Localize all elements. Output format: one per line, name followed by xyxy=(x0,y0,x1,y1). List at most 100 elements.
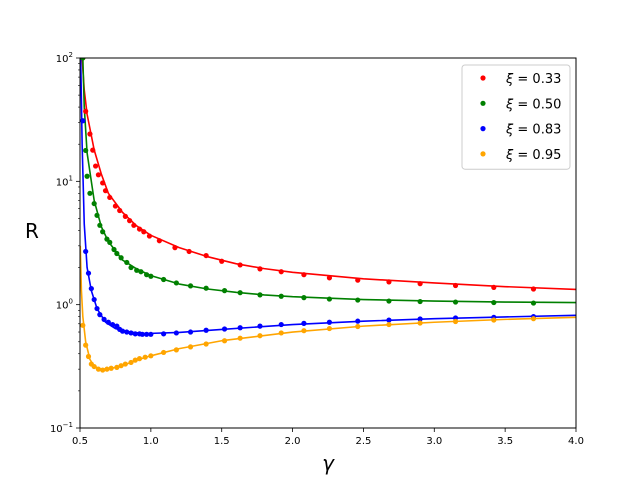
data-point xyxy=(326,325,333,332)
data-point xyxy=(108,365,114,371)
data-point xyxy=(122,213,128,219)
data-point xyxy=(278,269,284,275)
fit-curve xyxy=(81,58,576,291)
data-point xyxy=(101,316,107,322)
data-point xyxy=(127,218,133,224)
legend-symbol: ξ xyxy=(505,72,514,87)
data-point xyxy=(161,349,167,356)
data-point xyxy=(186,248,192,255)
data-point xyxy=(173,330,179,336)
data-point xyxy=(386,279,392,285)
y-tick-exponent: 2 xyxy=(69,51,73,59)
data-point xyxy=(118,363,124,369)
plot-area xyxy=(79,57,577,429)
y-tick-base: 10 xyxy=(56,54,69,65)
data-point xyxy=(301,328,307,334)
data-point xyxy=(92,163,99,169)
data-point xyxy=(148,273,154,279)
data-point xyxy=(114,250,120,257)
data-point xyxy=(94,305,100,312)
legend-value: 0.95 xyxy=(532,148,561,163)
data-point xyxy=(301,320,307,326)
data-point xyxy=(138,269,144,275)
data-point xyxy=(80,322,86,328)
data-point xyxy=(102,188,109,194)
data-point xyxy=(386,321,392,328)
legend-box xyxy=(461,64,571,170)
data-point xyxy=(172,245,178,251)
x-tick-label: 2.5 xyxy=(355,436,371,447)
data-point xyxy=(128,359,134,366)
legend-marker xyxy=(480,126,486,132)
data-point xyxy=(100,367,106,373)
y-tick-exponent: 1 xyxy=(69,174,73,182)
data-point xyxy=(221,326,228,332)
data-point xyxy=(107,239,113,245)
x-axis: 0.5 1.0 1.5 2.0 2.5 3.0 3.5 4.0 xyxy=(72,428,584,447)
data-point xyxy=(161,331,167,337)
y-tick-exponent: −1 xyxy=(63,421,73,429)
data-point xyxy=(87,190,93,196)
data-point xyxy=(326,319,333,325)
data-point xyxy=(95,366,102,372)
data-point xyxy=(203,285,209,291)
data-point xyxy=(122,361,128,367)
data-point xyxy=(221,288,228,294)
legend-marker xyxy=(480,100,486,106)
data-point xyxy=(417,316,423,322)
x-tick-label: 3.5 xyxy=(497,436,513,447)
data-point xyxy=(88,285,94,292)
data-point xyxy=(111,246,117,253)
data-point xyxy=(91,296,97,303)
data-point xyxy=(124,329,130,335)
data-point xyxy=(114,364,120,370)
data-point xyxy=(83,342,89,348)
data-point xyxy=(97,312,103,318)
data-point xyxy=(118,255,124,261)
data-point xyxy=(95,172,102,178)
data-point xyxy=(257,323,263,329)
data-point xyxy=(80,58,86,61)
data-point xyxy=(144,272,150,278)
data-point xyxy=(85,270,92,276)
y-tick-label: 102 xyxy=(56,51,73,65)
data-point xyxy=(187,329,194,335)
data-point xyxy=(100,180,106,186)
data-point xyxy=(131,222,137,228)
legend-entry: ξ = 0.50 xyxy=(505,97,561,112)
data-point xyxy=(237,335,243,341)
data-point xyxy=(132,357,138,363)
legend-equals: = xyxy=(513,72,532,87)
data-point xyxy=(530,300,537,306)
y-tick-base: 10 xyxy=(56,177,69,188)
legend-symbol: ξ xyxy=(505,148,514,163)
y-tick-label: 101 xyxy=(56,174,73,188)
y-tick-base: 10 xyxy=(56,301,69,312)
data-point xyxy=(91,200,97,207)
data-point xyxy=(326,296,333,302)
data-point xyxy=(119,328,126,334)
y-axis-label: R xyxy=(25,219,39,243)
data-point xyxy=(104,366,110,372)
data-point xyxy=(530,286,537,292)
data-point xyxy=(134,267,140,273)
data-point xyxy=(90,147,96,153)
data-point xyxy=(355,323,361,330)
data-point xyxy=(141,229,147,235)
data-point xyxy=(491,317,497,323)
data-point xyxy=(278,293,284,299)
y-tick-label: 10−1 xyxy=(50,421,73,435)
data-point xyxy=(257,292,263,298)
legend-entry: ξ = 0.95 xyxy=(505,148,561,163)
data-point xyxy=(417,281,423,287)
legend-value: 0.50 xyxy=(532,97,561,112)
data-point xyxy=(161,276,167,283)
data-point xyxy=(105,319,111,325)
data-point xyxy=(221,338,228,344)
x-tick-label: 3.0 xyxy=(426,436,442,447)
data-point xyxy=(97,222,103,228)
data-point xyxy=(301,295,307,301)
data-point xyxy=(87,131,93,137)
data-point xyxy=(491,284,497,291)
